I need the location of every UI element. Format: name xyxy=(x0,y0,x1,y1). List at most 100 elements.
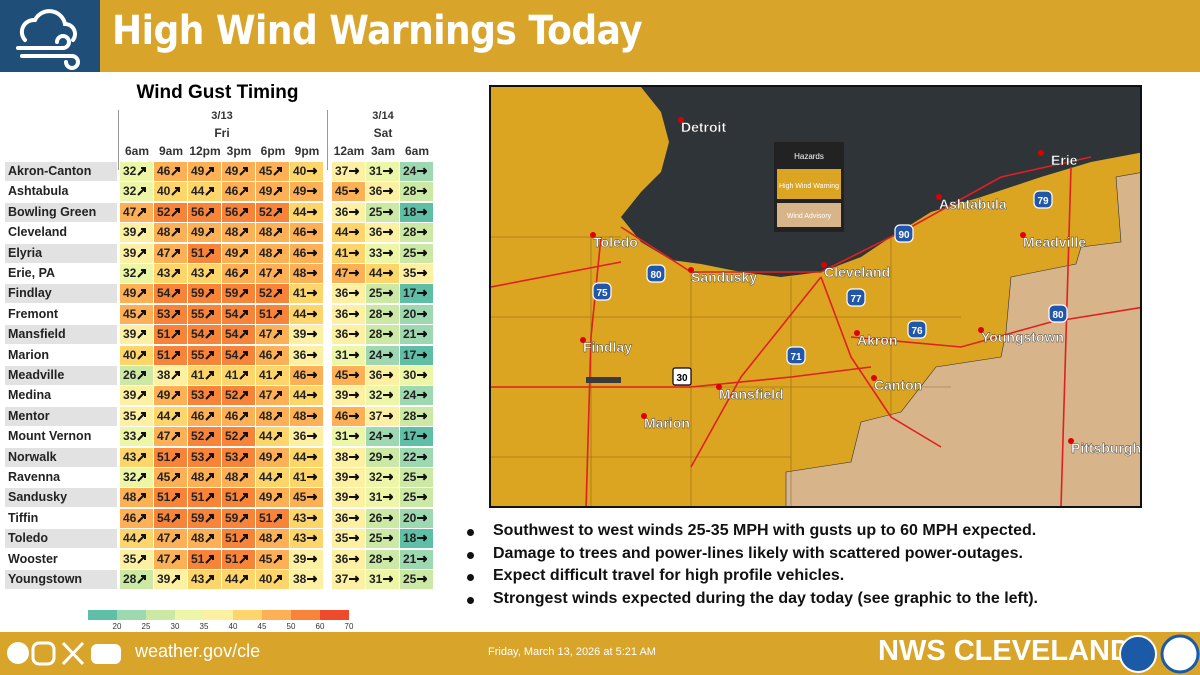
table-title: Wind Gust Timing xyxy=(136,82,299,103)
wind-arrow xyxy=(306,351,319,359)
wind-arrow xyxy=(171,228,181,237)
gust-value: 44 xyxy=(123,531,137,546)
gust-cell: 45 xyxy=(154,468,187,487)
gust-cell: 48 xyxy=(222,223,255,243)
gust-value: 54 xyxy=(157,510,171,525)
wind-arrow xyxy=(273,289,283,299)
gust-cell: 35 xyxy=(400,264,433,283)
wind-arrow xyxy=(416,289,429,297)
gust-value: 49 xyxy=(157,388,171,403)
gust-cell: 28 xyxy=(400,406,433,426)
location: Mount Vernon xyxy=(5,427,117,447)
wind-arrow xyxy=(273,391,283,401)
wind-arrow xyxy=(273,534,283,543)
gust-value: 46 xyxy=(225,184,239,199)
gust-cell: 47 xyxy=(154,549,187,569)
gust-value: 53 xyxy=(157,306,171,321)
gust-value: 47 xyxy=(259,388,273,403)
gust-value: 45 xyxy=(335,368,349,382)
gust-value: 54 xyxy=(225,347,239,362)
gust-cell: 45 xyxy=(290,488,323,508)
wind-arrow xyxy=(137,493,147,503)
wind-arrow xyxy=(416,351,429,359)
wind-arrow xyxy=(348,269,361,277)
gust-value: 59 xyxy=(191,286,205,301)
gust-value: 45 xyxy=(259,164,273,178)
wind-arrow xyxy=(382,412,395,420)
route-shield xyxy=(894,224,914,243)
wind-arrow xyxy=(239,554,249,564)
wind-arrow xyxy=(348,249,361,257)
gust-value: 36 xyxy=(335,306,349,321)
gust-cell: 36 xyxy=(332,508,365,528)
wind-arrow xyxy=(205,391,215,401)
gust-value: 41 xyxy=(259,368,273,382)
time-label: 3pm xyxy=(226,144,252,158)
gust-value: 28 xyxy=(369,327,383,342)
wind-arrow xyxy=(348,208,361,216)
gust-value: 43 xyxy=(157,266,171,280)
wind-arrow xyxy=(171,411,181,421)
legend-label: 30 xyxy=(170,622,180,631)
wind-arrow xyxy=(205,452,215,462)
gust-cell: 33 xyxy=(366,243,399,263)
gust-value: 43 xyxy=(191,266,205,280)
gust-value: 36 xyxy=(369,368,383,382)
gust-cell: 47 xyxy=(256,386,289,406)
wind-arrow xyxy=(171,248,181,258)
wind-arrow xyxy=(348,351,361,359)
wind-arrow xyxy=(273,513,283,523)
gust-value: 40 xyxy=(293,164,307,178)
wind-arrow xyxy=(137,554,147,564)
wind-arrow xyxy=(273,309,283,319)
gust-cell: 40 xyxy=(120,345,153,365)
wind-arrow xyxy=(273,207,283,217)
route-shield xyxy=(592,282,612,301)
gust-value: 47 xyxy=(157,551,171,566)
gust-cell: 36 xyxy=(290,427,323,447)
wind-arrow xyxy=(348,575,361,583)
gust-value: 47 xyxy=(157,429,171,444)
location: Toledo xyxy=(5,529,117,549)
wind-arrow xyxy=(137,432,147,441)
gust-cell: 44 xyxy=(290,447,323,467)
gust-cell: 20 xyxy=(400,508,433,528)
wind-arrow xyxy=(306,432,319,440)
gust-cell: 37 xyxy=(332,570,365,589)
wind-arrow xyxy=(137,269,147,278)
gust-value: 35 xyxy=(403,266,417,280)
wind-arrow xyxy=(137,534,147,543)
wind-arrow xyxy=(205,289,215,299)
gust-cell: 44 xyxy=(290,202,323,222)
gust-cell: 39 xyxy=(154,570,187,589)
gust-value: 51 xyxy=(157,327,171,342)
gust-value: 53 xyxy=(191,449,205,464)
gust-cell: 44 xyxy=(222,570,255,589)
wind-arrow xyxy=(382,228,395,236)
gust-cell: 56 xyxy=(222,202,255,222)
gust-cell: 51 xyxy=(154,488,187,508)
legend-swatch xyxy=(175,610,204,620)
wind-arrow xyxy=(137,452,147,462)
gust-value: 52 xyxy=(259,204,273,219)
gust-cell: 44 xyxy=(366,264,399,283)
legend-swatch xyxy=(777,169,841,199)
timestamp: Friday, March 13, 2026 at 5:21 AM xyxy=(488,646,656,658)
wind-arrow xyxy=(205,309,215,319)
gust-cell: 46 xyxy=(290,366,323,385)
gust-cell: 38 xyxy=(332,447,365,467)
gust-cell: 54 xyxy=(154,508,187,528)
gust-cell: 28 xyxy=(366,304,399,324)
location: Medina xyxy=(5,386,117,406)
wind-arrow xyxy=(273,493,283,503)
wind-arrow xyxy=(137,473,147,482)
gust-cell: 49 xyxy=(222,243,255,263)
date-label: 3/14 xyxy=(372,110,394,122)
gust-cell: 37 xyxy=(366,406,399,426)
gust-cell: 54 xyxy=(188,325,221,345)
gust-value: 25 xyxy=(403,490,417,505)
gust-value: 48 xyxy=(225,470,239,484)
gust-value: 45 xyxy=(293,490,307,505)
gust-cell: 56 xyxy=(188,202,221,222)
legend-label: 25 xyxy=(141,622,151,631)
